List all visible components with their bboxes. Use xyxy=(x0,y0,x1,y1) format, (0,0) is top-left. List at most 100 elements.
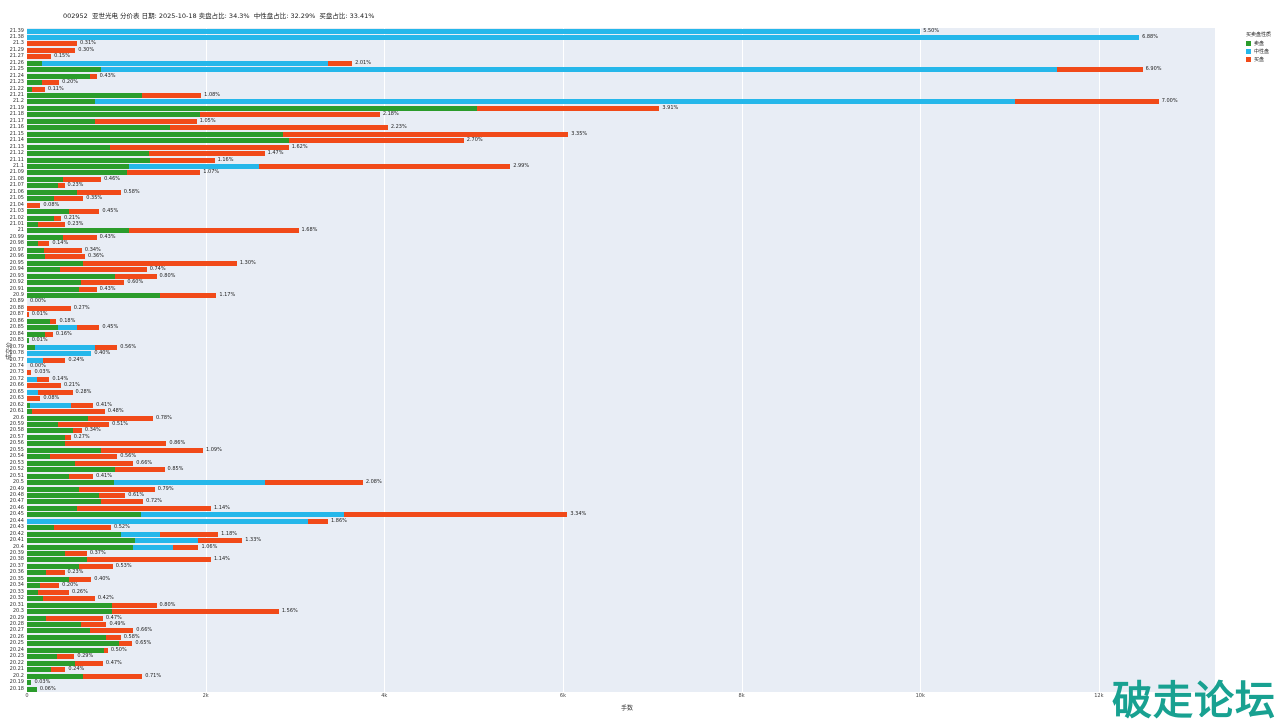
price-row: 0.15% xyxy=(27,54,70,60)
price-tick-label: 20.89 xyxy=(9,298,24,305)
bar-segment-buy xyxy=(328,60,353,66)
price-tick-label: 20.42 xyxy=(9,530,24,537)
price-tick-label: 20.4 xyxy=(12,543,24,550)
price-row: 0.00% xyxy=(27,363,46,369)
volume-pct-label: 1.47% xyxy=(267,150,284,157)
bar-segment-buy xyxy=(198,538,243,544)
price-tick-label: 21.11 xyxy=(9,156,24,163)
bar-segment-buy xyxy=(70,402,94,408)
volume-pct-label: 0.36% xyxy=(88,253,104,260)
bar-segment-buy xyxy=(81,621,107,627)
volume-pct-label: 0.18% xyxy=(59,317,76,324)
price-row: 0.47% xyxy=(27,615,122,621)
price-row: 1.17% xyxy=(27,292,235,298)
bar-segment-buy xyxy=(40,583,60,589)
volume-pct-label: 0.11% xyxy=(47,85,64,92)
price-tick-label: 20.84 xyxy=(9,330,24,337)
price-tick-label: 20.51 xyxy=(9,472,24,479)
bar-segment-buy xyxy=(36,376,50,382)
volume-pct-label: 1.05% xyxy=(199,117,216,124)
price-tick-label: 20.37 xyxy=(9,562,24,569)
bar-segment-buy xyxy=(1056,67,1143,73)
price-row: 0.58% xyxy=(27,634,140,640)
volume-pct-label: 0.45% xyxy=(102,208,119,215)
legend-title: 买卖盘性质 xyxy=(1246,32,1272,38)
volume-pct-label: 0.01% xyxy=(31,311,48,318)
price-row: 0.01% xyxy=(27,338,48,344)
volume-pct-label: 0.48% xyxy=(107,408,124,415)
bar-segment-buy xyxy=(53,196,84,202)
volume-pct-label: 0.43% xyxy=(99,233,116,240)
legend-item-neutral: 中性盘 xyxy=(1246,47,1271,55)
price-tick-label: 21.13 xyxy=(9,143,24,150)
bar-segment-sell xyxy=(27,447,102,453)
volume-pct-label: 1.33% xyxy=(245,537,262,544)
volume-pct-label: 0.71% xyxy=(145,672,162,679)
volume-pct-label: 0.08% xyxy=(43,395,60,402)
bar-segment-sell xyxy=(27,318,51,324)
price-tick-label: 21.22 xyxy=(9,85,24,92)
price-tick-label: 21.38 xyxy=(9,33,24,40)
price-tick-label: 20.61 xyxy=(9,408,24,415)
price-tick-label: 20.23 xyxy=(9,653,24,660)
price-tick-label: 20.77 xyxy=(9,356,24,363)
bar-segment-buy xyxy=(111,609,279,615)
bar-segment-sell xyxy=(27,570,46,576)
bar-segment-neutral xyxy=(27,518,309,524)
volume-pct-label: 0.60% xyxy=(127,279,144,286)
price-row: 0.21% xyxy=(27,215,80,221)
bar-segment-sell xyxy=(27,557,87,563)
bar-segment-sell xyxy=(27,273,116,279)
bar-segment-sell xyxy=(27,131,284,137)
bar-segment-buy xyxy=(477,105,660,111)
bar-segment-buy xyxy=(62,176,102,182)
bar-segment-buy xyxy=(45,570,65,576)
volume-pct-label: 0.40% xyxy=(94,350,111,357)
price-row: 2.01% xyxy=(27,60,371,66)
x-axis-label: 手数 xyxy=(621,705,634,712)
bar-segment-sell xyxy=(27,460,76,466)
price-row: 0.80% xyxy=(27,273,175,279)
price-tick-label: 20.32 xyxy=(9,595,24,602)
price-tick-label: 21.26 xyxy=(9,59,24,66)
price-tick-label: 20.56 xyxy=(9,440,24,447)
volume-pct-label: 0.14% xyxy=(52,375,69,382)
price-tick-label: 20.38 xyxy=(9,556,24,563)
bar-segment-sell xyxy=(27,183,59,189)
volume-pct-label: 0.20% xyxy=(62,79,79,86)
price-row: 0.11% xyxy=(27,85,64,92)
bar-segment-sell xyxy=(27,125,170,131)
bar-segment-buy xyxy=(68,576,92,582)
price-tick-label: 20.34 xyxy=(9,582,24,589)
price-row: 3.34% xyxy=(27,512,586,518)
bar-segment-sell xyxy=(27,402,30,408)
price-tick-label: 20.48 xyxy=(9,491,24,498)
price-tick-label: 21.15 xyxy=(9,130,24,137)
bar-segment-buy xyxy=(288,138,464,144)
price-tick-label: 21.06 xyxy=(9,188,24,195)
bar-segment-sell xyxy=(27,409,33,415)
bar-segment-sell xyxy=(27,151,150,157)
price-row: 0.20% xyxy=(27,583,78,589)
price-tick-label: 21.18 xyxy=(9,111,24,118)
price-tick-label: 20.57 xyxy=(9,433,24,440)
bar-segment-buy xyxy=(57,654,75,660)
bar-segment-buy xyxy=(94,118,197,124)
bar-segment-sell xyxy=(27,544,134,550)
bar-segment-buy xyxy=(101,499,144,505)
gridline xyxy=(741,28,743,692)
price-tick-label: 20.31 xyxy=(9,601,24,608)
price-row: 3.91% xyxy=(27,105,678,111)
bar-segment-sell xyxy=(27,492,100,498)
volume-pct-label: 0.53% xyxy=(115,562,132,569)
bar-segment-sell xyxy=(27,260,84,266)
price-tick-label: 20.97 xyxy=(9,246,24,253)
price-row: 0.21% xyxy=(27,383,80,389)
price-tick-label: 20.65 xyxy=(9,388,24,395)
bar-segment-sell xyxy=(27,228,129,234)
bar-segment-neutral xyxy=(27,28,921,34)
price-row: 0.79% xyxy=(27,486,174,492)
price-tick-label: 20.46 xyxy=(9,504,24,511)
bar-segment-sell xyxy=(27,209,69,215)
volume-pct-label: 0.41% xyxy=(96,401,112,408)
